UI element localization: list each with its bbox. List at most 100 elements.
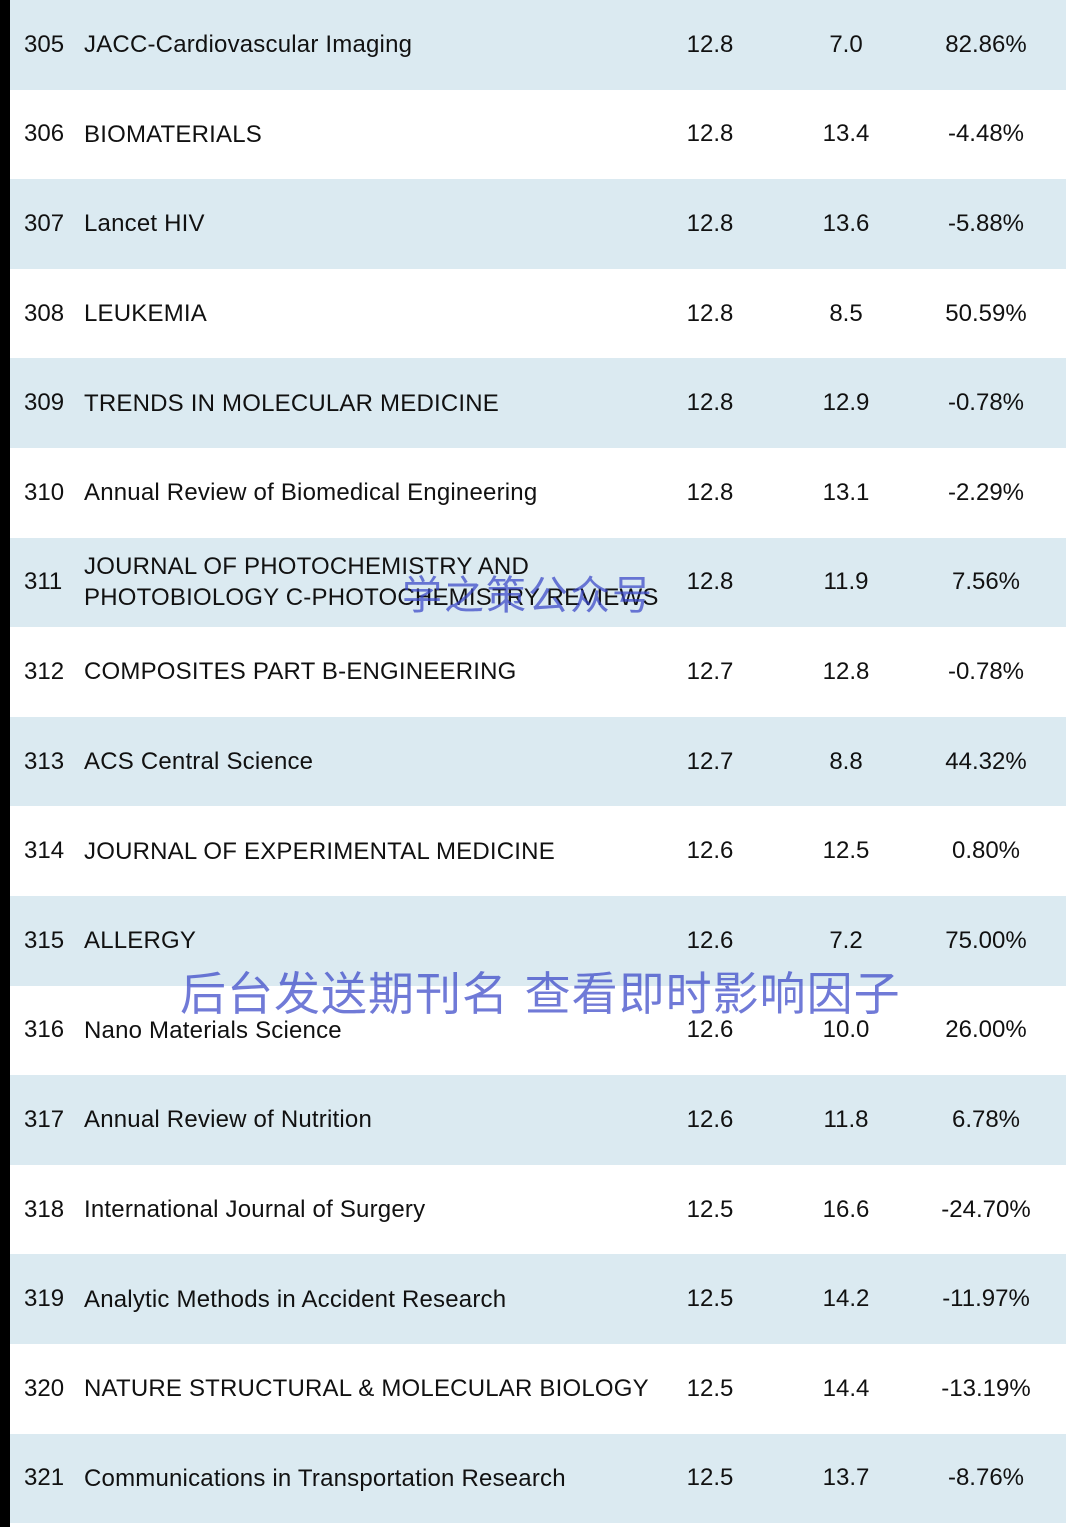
previous-if-cell: 13.7 xyxy=(822,1464,870,1492)
table-row: 319 Analytic Methods in Accident Researc… xyxy=(10,1254,1066,1344)
rank-cell: 319 xyxy=(24,1285,65,1313)
current-if-cell: 12.8 xyxy=(686,568,734,596)
rank-cell: 318 xyxy=(24,1195,65,1223)
current-if-cell: 12.8 xyxy=(686,389,734,417)
journal-name-cell: LEUKEMIA xyxy=(84,300,207,328)
rank-cell: 307 xyxy=(24,209,65,237)
change-cell: -5.88% xyxy=(947,209,1025,237)
rank-cell: 308 xyxy=(24,299,65,327)
change-cell: 26.00% xyxy=(945,1016,1027,1044)
current-if-cell: 12.8 xyxy=(686,30,734,58)
rank-cell: 320 xyxy=(24,1374,65,1402)
previous-if-cell: 8.8 xyxy=(829,747,863,775)
left-border xyxy=(0,0,10,1527)
table-row: 317 Annual Review of Nutrition 12.6 11.8… xyxy=(10,1075,1066,1165)
journal-name-cell: ALLERGY xyxy=(84,927,197,955)
current-if-cell: 12.7 xyxy=(686,657,734,685)
rank-cell: 305 xyxy=(24,30,65,58)
change-cell: -0.78% xyxy=(947,389,1025,417)
journal-name-cell: JOURNAL OF PHOTOCHEMISTRY AND PHOTOBIOLO… xyxy=(84,553,659,612)
rank-cell: 314 xyxy=(24,837,65,865)
previous-if-cell: 8.5 xyxy=(829,299,863,327)
table-row: 310 Annual Review of Biomedical Engineer… xyxy=(10,448,1066,538)
table-row: 318 International Journal of Surgery 12.… xyxy=(10,1165,1066,1255)
previous-if-cell: 13.6 xyxy=(822,209,870,237)
current-if-cell: 12.6 xyxy=(686,1105,734,1133)
current-if-cell: 12.8 xyxy=(686,209,734,237)
previous-if-cell: 7.0 xyxy=(829,30,863,58)
rank-cell: 306 xyxy=(24,120,65,148)
previous-if-cell: 14.2 xyxy=(822,1285,870,1313)
table-row: 321 Communications in Transportation Res… xyxy=(10,1433,1066,1524)
current-if-cell: 12.6 xyxy=(686,1016,734,1044)
current-if-cell: 12.5 xyxy=(686,1285,734,1313)
table-row: 306 BIOMATERIALS 12.8 13.4 -4.48% xyxy=(10,90,1066,180)
journal-name-cell: BIOMATERIALS xyxy=(84,120,262,148)
table-row: 314 JOURNAL OF EXPERIMENTAL MEDICINE 12.… xyxy=(10,806,1066,896)
change-cell: 44.32% xyxy=(945,747,1027,775)
change-cell: -13.19% xyxy=(941,1374,1031,1402)
current-if-cell: 12.8 xyxy=(686,299,734,327)
journal-name-cell: Nano Materials Science xyxy=(84,1016,342,1044)
current-if-cell: 12.5 xyxy=(686,1374,734,1402)
journal-name-cell: JOURNAL OF EXPERIMENTAL MEDICINE xyxy=(84,837,555,865)
previous-if-cell: 12.9 xyxy=(822,389,870,417)
rank-cell: 313 xyxy=(24,747,65,775)
rank-cell: 315 xyxy=(24,926,65,954)
previous-if-cell: 12.8 xyxy=(822,657,870,685)
journal-name-cell: COMPOSITES PART B-ENGINEERING xyxy=(84,658,517,686)
table-row: 307 Lancet HIV 12.8 13.6 -5.88% xyxy=(10,179,1066,269)
rank-cell: 311 xyxy=(24,568,63,596)
rank-cell: 310 xyxy=(24,478,65,506)
previous-if-cell: 11.9 xyxy=(823,568,869,596)
table-row: 312 COMPOSITES PART B-ENGINEERING 12.7 1… xyxy=(10,627,1066,717)
change-cell: -24.70% xyxy=(941,1195,1031,1223)
change-cell: 6.78% xyxy=(951,1105,1021,1133)
rank-cell: 321 xyxy=(24,1464,65,1492)
journal-name-cell: TRENDS IN MOLECULAR MEDICINE xyxy=(84,389,499,417)
journal-name-cell: Annual Review of Biomedical Engineering xyxy=(84,479,538,507)
current-if-cell: 12.5 xyxy=(686,1464,734,1492)
table-row: 316 Nano Materials Science 12.6 10.0 26.… xyxy=(10,986,1066,1076)
change-cell: 75.00% xyxy=(945,926,1027,954)
previous-if-cell: 13.1 xyxy=(822,478,870,506)
journal-name-cell: JACC-Cardiovascular Imaging xyxy=(84,31,413,59)
table-row: 308 LEUKEMIA 12.8 8.5 50.59% xyxy=(10,269,1066,359)
rank-cell: 316 xyxy=(24,1016,65,1044)
journal-impact-factor-table: 305 JACC-Cardiovascular Imaging 12.8 7.0… xyxy=(10,0,1066,1524)
change-cell: 7.56% xyxy=(951,568,1021,596)
current-if-cell: 12.8 xyxy=(686,478,734,506)
table-row: 309 TRENDS IN MOLECULAR MEDICINE 12.8 12… xyxy=(10,358,1066,448)
rank-cell: 312 xyxy=(24,657,65,685)
right-border xyxy=(1068,0,1080,1527)
change-cell: -11.97% xyxy=(942,1285,1030,1313)
change-cell: -2.29% xyxy=(947,478,1025,506)
table-row: 311 JOURNAL OF PHOTOCHEMISTRY AND PHOTOB… xyxy=(10,537,1066,628)
current-if-cell: 12.8 xyxy=(686,120,734,148)
previous-if-cell: 7.2 xyxy=(829,926,863,954)
journal-name-cell: Communications in Transportation Researc… xyxy=(84,1464,566,1492)
table-row: 320 NATURE STRUCTURAL & MOLECULAR BIOLOG… xyxy=(10,1344,1066,1434)
table-row: 315 ALLERGY 12.6 7.2 75.00% xyxy=(10,895,1066,986)
previous-if-cell: 16.6 xyxy=(822,1195,870,1223)
change-cell: -8.76% xyxy=(947,1464,1025,1492)
current-if-cell: 12.7 xyxy=(686,747,734,775)
journal-name-cell: Analytic Methods in Accident Research xyxy=(84,1285,507,1313)
rank-cell: 309 xyxy=(24,389,65,417)
rank-cell: 317 xyxy=(24,1105,65,1133)
change-cell: 0.80% xyxy=(951,837,1021,865)
change-cell: 50.59% xyxy=(945,299,1027,327)
current-if-cell: 12.6 xyxy=(686,926,734,954)
current-if-cell: 12.6 xyxy=(686,837,734,865)
previous-if-cell: 12.5 xyxy=(822,837,870,865)
journal-name-cell: ACS Central Science xyxy=(84,748,314,776)
change-cell: -4.48% xyxy=(947,120,1025,148)
previous-if-cell: 11.8 xyxy=(823,1105,869,1133)
journal-name-cell: NATURE STRUCTURAL & MOLECULAR BIOLOGY xyxy=(84,1375,649,1403)
previous-if-cell: 14.4 xyxy=(822,1374,870,1402)
journal-name-cell: Lancet HIV xyxy=(84,210,205,238)
journal-name-cell: Annual Review of Nutrition xyxy=(84,1106,373,1134)
previous-if-cell: 10.0 xyxy=(822,1016,870,1044)
journal-name-cell: International Journal of Surgery xyxy=(84,1196,426,1224)
change-cell: -0.78% xyxy=(947,657,1025,685)
